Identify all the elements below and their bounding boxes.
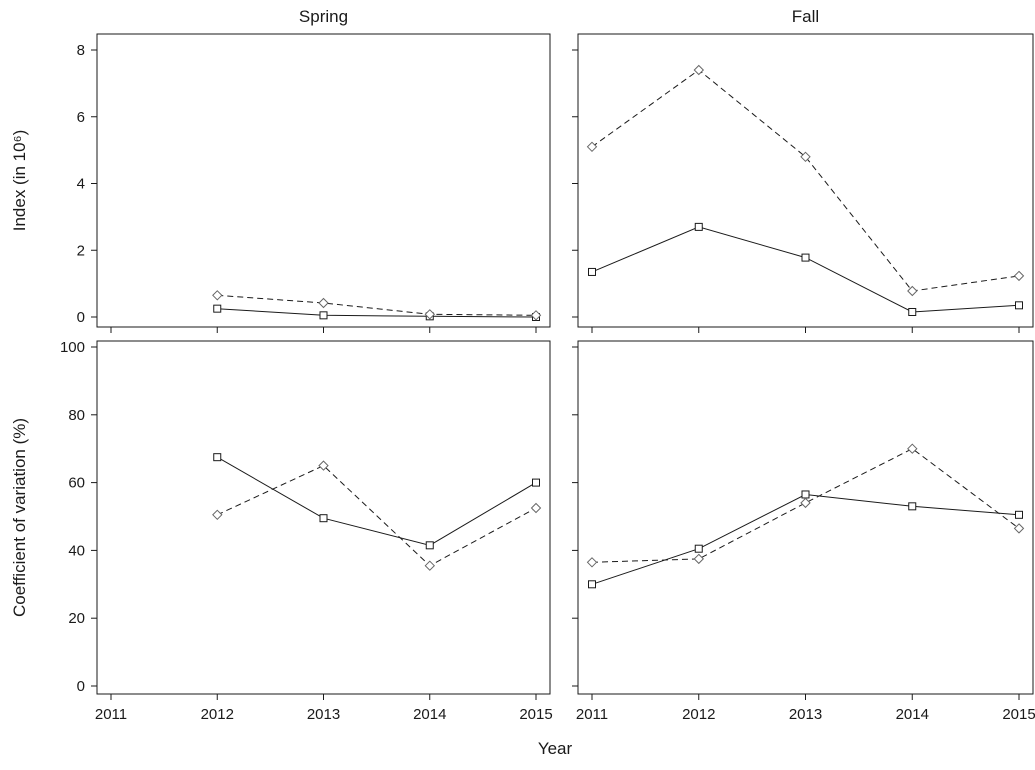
x-tick-label: 2012 xyxy=(201,706,234,723)
panel-index-fall: Fall xyxy=(572,7,1034,333)
x-tick-label: 2011 xyxy=(576,706,608,723)
y-tick-label: 100 xyxy=(60,339,85,356)
square-point xyxy=(694,544,703,553)
y-tick-label: 80 xyxy=(68,407,85,424)
diamond-point xyxy=(907,443,918,454)
series-line-dashed xyxy=(217,465,537,567)
square-point xyxy=(588,267,596,276)
diamond-point xyxy=(318,460,329,471)
y-tick-label: 6 xyxy=(77,109,85,126)
x-tick-label: 2015 xyxy=(1002,706,1035,723)
diamond-point xyxy=(693,64,705,76)
diamond-point xyxy=(212,509,223,521)
x-tick-label: 2015 xyxy=(519,706,552,723)
y-tick-label: 0 xyxy=(77,678,85,695)
diamond-point xyxy=(530,310,542,321)
diamond-point xyxy=(693,553,705,565)
diamond-point xyxy=(907,285,918,297)
square-point xyxy=(801,253,810,262)
square-point xyxy=(213,304,222,313)
square-point xyxy=(908,502,917,511)
series-line-solid xyxy=(217,308,537,318)
panel-index-spring: 0 2 4 6 8 Spring xyxy=(77,7,551,333)
square-point xyxy=(319,311,328,320)
diamond-point xyxy=(800,497,811,509)
panel-title-fall: Fall xyxy=(792,7,819,26)
diamond-point xyxy=(424,309,436,320)
square-point xyxy=(694,222,703,231)
panel-frame xyxy=(577,33,1034,328)
y-tick-label: 40 xyxy=(68,542,85,559)
x-tick-label: 2012 xyxy=(682,706,715,723)
diamond-point xyxy=(318,297,329,309)
y-tick-label: 4 xyxy=(77,176,85,193)
series-line-dashed xyxy=(591,448,1020,563)
panel-frame xyxy=(96,33,551,328)
diamond-point xyxy=(1013,270,1025,282)
diamond-point xyxy=(586,557,598,568)
x-tick-label: 2014 xyxy=(413,706,446,723)
square-point xyxy=(908,307,917,316)
diamond-point xyxy=(586,141,598,153)
diamond-point xyxy=(1013,523,1025,534)
panel-cv-spring: 0 20 40 60 80 100 2011 2012 2013 2014 2015 xyxy=(60,339,553,723)
y-tick-label: 2 xyxy=(77,242,85,259)
x-tick-label: 2011 xyxy=(95,706,127,723)
square-point xyxy=(1015,301,1023,310)
series-line-dashed xyxy=(217,294,537,316)
panel-cv-fall: 2011 2012 2013 2014 2015 xyxy=(572,340,1035,723)
panel-title-spring: Spring xyxy=(299,7,348,26)
series-line-solid xyxy=(217,456,537,546)
y-tick-label: 8 xyxy=(77,42,85,59)
diamond-point xyxy=(530,502,542,514)
y-axis-title-cv: Coefficient of variation (%) xyxy=(10,418,29,617)
y-tick-label: 20 xyxy=(68,610,85,627)
square-point xyxy=(532,478,540,487)
square-point xyxy=(801,490,810,499)
diamond-point xyxy=(212,290,223,301)
x-tick-label: 2013 xyxy=(307,706,340,723)
y-tick-label: 0 xyxy=(77,309,85,326)
square-point xyxy=(1015,510,1023,519)
x-tick-label: 2013 xyxy=(789,706,822,723)
square-point xyxy=(213,453,222,462)
square-point xyxy=(319,514,328,523)
y-tick-label: 60 xyxy=(68,475,85,492)
panel-frame xyxy=(577,340,1034,695)
square-point xyxy=(588,580,596,589)
series-line-solid xyxy=(591,226,1020,313)
x-tick-label: 2014 xyxy=(896,706,929,723)
square-point xyxy=(425,541,434,550)
y-axis-title-index: Index (in 10⁶) xyxy=(10,130,29,232)
x-axis-title: Year xyxy=(538,739,573,758)
diamond-point xyxy=(800,151,811,163)
diamond-point xyxy=(424,560,436,571)
